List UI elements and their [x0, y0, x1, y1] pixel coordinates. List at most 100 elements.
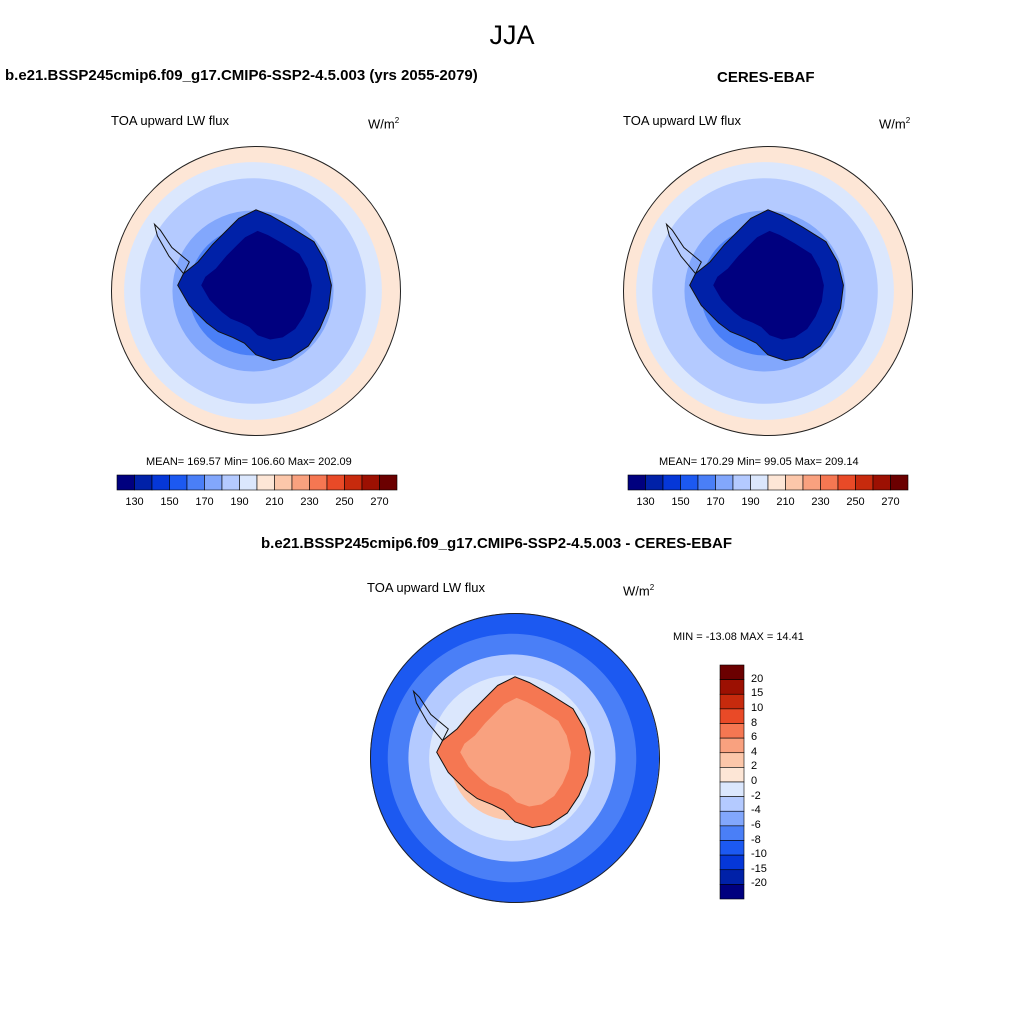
colorbar-tick-label: 190 [230, 496, 249, 508]
colorbar-tick-label: 130 [636, 496, 655, 508]
peninsula-coastline [412, 689, 449, 742]
panel1-map [111, 146, 401, 436]
panel3-units-exp: 2 [649, 583, 655, 592]
colorbar-swatch [326, 474, 345, 491]
colorbar-swatch [274, 474, 293, 491]
panel1-units-base: W/m [368, 116, 395, 132]
colorbar-tick-label: 230 [811, 496, 830, 508]
colorbar-tick-label: 270 [370, 496, 389, 508]
season-title: JJA [489, 20, 535, 50]
colorbar-tick-label: 270 [881, 496, 900, 508]
colorbar-swatch [719, 767, 745, 783]
panel3-colorbar [719, 664, 745, 900]
colorbar-swatch [767, 474, 786, 491]
panel2-variable-label: TOA upward LW flux [623, 113, 742, 128]
colorbar-swatch [785, 474, 804, 491]
colorbar-tick-label: -20 [751, 877, 767, 890]
colorbar-swatch [719, 840, 745, 856]
panel1-variable-label: TOA upward LW flux [111, 113, 230, 128]
panel3-variable-label: TOA upward LW flux [367, 580, 486, 595]
colorbar-swatch [309, 474, 328, 491]
colorbar-tick-label: -8 [751, 833, 761, 846]
colorbar-swatch [719, 752, 745, 768]
colorbar-tick-label: 150 [671, 496, 690, 508]
colorbar-tick-label: 210 [776, 496, 795, 508]
colorbar-swatch [680, 474, 699, 491]
colorbar-swatch [719, 854, 745, 871]
colorbar-swatch [837, 474, 856, 491]
panel3-map [370, 613, 660, 903]
colorbar-tick-label: 190 [741, 496, 760, 508]
map-border [111, 146, 401, 436]
colorbar-swatch [719, 693, 745, 710]
colorbar-swatch [719, 810, 745, 827]
colorbar-swatch [719, 679, 745, 695]
colorbar-swatch [256, 474, 275, 491]
panel3-units-base: W/m [623, 583, 650, 599]
colorbar-tick-label: 20 [751, 672, 764, 685]
continent-field-interior [713, 230, 824, 340]
colorbar-swatch [719, 825, 745, 841]
colorbar-swatch [802, 474, 821, 491]
colorbar-tick-label: -6 [751, 818, 761, 831]
panel1-colorbar [116, 474, 398, 491]
colorbar-swatch [361, 474, 380, 491]
colorbar-tick-label: 150 [160, 496, 179, 508]
panel1-title: b.e21.BSSP245cmip6.f09_g17.CMIP6-SSP2-4.… [5, 67, 478, 84]
colorbar-tick-label: 10 [751, 701, 764, 714]
colorbar-swatch [872, 474, 891, 491]
colorbar-tick-label: 0 [751, 775, 758, 787]
colorbar-tick-label: 130 [125, 496, 144, 508]
colorbar-swatch [719, 781, 745, 797]
colorbar-swatch [291, 474, 310, 491]
continent-field-interior [201, 230, 312, 340]
map-border [623, 146, 913, 436]
colorbar-swatch [750, 474, 769, 491]
colorbar-swatch [890, 474, 909, 491]
colorbar-swatch [221, 474, 240, 491]
colorbar-tick-label: 6 [751, 731, 758, 744]
colorbar-swatch [732, 474, 751, 491]
colorbar-swatch [820, 474, 839, 491]
colorbar-swatch [134, 474, 153, 491]
peninsula-coastline [153, 222, 190, 275]
colorbar-tick-label: 4 [751, 745, 758, 758]
colorbar-swatch [715, 474, 734, 491]
peninsula-coastline [665, 222, 702, 275]
colorbar-swatch [719, 796, 745, 812]
colorbar-swatch [645, 474, 664, 491]
colorbar-tick-label: -4 [751, 804, 761, 817]
colorbar-swatch [186, 474, 205, 491]
colorbar-swatch [719, 708, 745, 724]
map-border [370, 613, 660, 903]
colorbar-tick-label: 170 [195, 496, 214, 508]
panel2-stats: MEAN= 170.29 Min= 99.05 Max= 209.14 [659, 456, 859, 468]
colorbar-swatch [627, 474, 646, 491]
panel1-stats: MEAN= 169.57 Min= 106.60 Max= 202.09 [146, 456, 352, 468]
colorbar-swatch [239, 474, 258, 491]
colorbar-tick-label: 2 [751, 760, 758, 773]
colorbar-swatch [204, 474, 223, 491]
colorbar-tick-label: 8 [751, 716, 758, 729]
panel2-colorbar [627, 474, 909, 491]
panel1-units: W/m2 [368, 116, 399, 131]
panel2-units-base: W/m [879, 116, 906, 132]
colorbar-swatch [116, 474, 135, 491]
panel3-title: b.e21.BSSP245cmip6.f09_g17.CMIP6-SSP2-4.… [261, 535, 733, 552]
panel3-units: W/m2 [623, 583, 654, 598]
colorbar-tick-label: -2 [751, 789, 761, 802]
colorbar-tick-label: -15 [751, 862, 767, 875]
colorbar-tick-label: 170 [706, 496, 725, 508]
panel1-units-exp: 2 [394, 116, 400, 125]
panel2-units-exp: 2 [905, 116, 911, 125]
continent-field-interior [460, 697, 571, 807]
colorbar-swatch [719, 723, 745, 739]
colorbar-swatch [169, 474, 188, 491]
colorbar-tick-label: 210 [265, 496, 284, 508]
colorbar-tick-label: 250 [335, 496, 354, 508]
colorbar-swatch [719, 664, 745, 680]
colorbar-swatch [719, 869, 745, 885]
colorbar-swatch [379, 474, 398, 491]
colorbar-swatch [344, 474, 363, 491]
colorbar-tick-label: 15 [751, 687, 764, 700]
